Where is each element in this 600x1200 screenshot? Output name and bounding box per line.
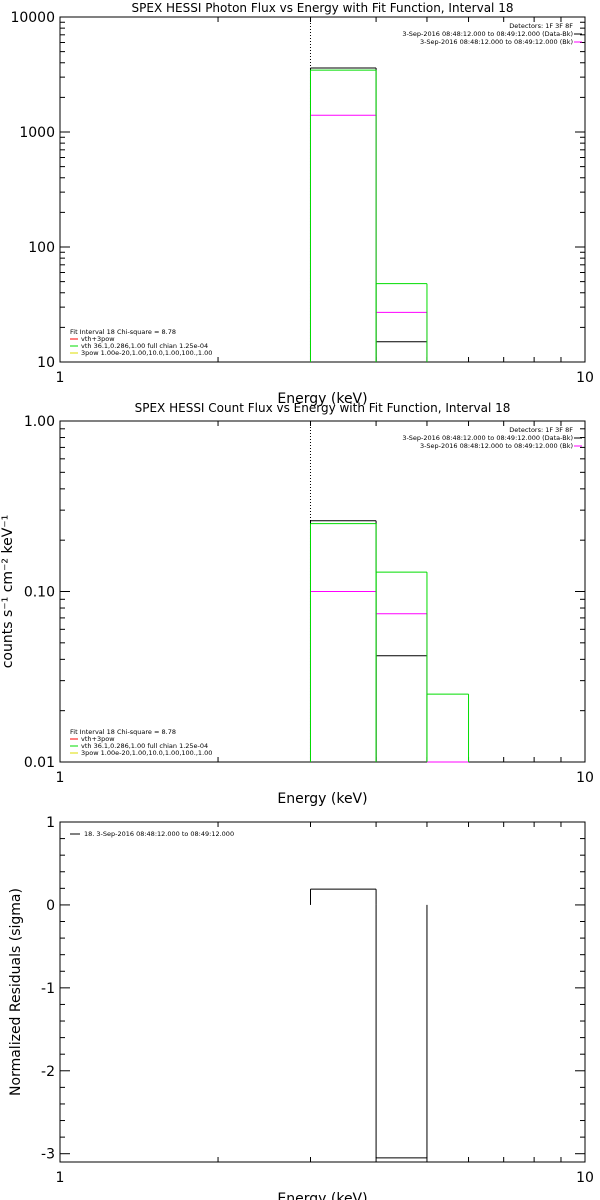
x-tick-label: 1 (56, 370, 65, 386)
legend-bottom-entry: Fit Interval 18 Chi-square = 8.78 (70, 328, 176, 336)
legend-bottom-entry: vth+3pow (81, 735, 115, 743)
x-tick-label: 10 (576, 770, 594, 786)
x-tick-label: 10 (576, 1170, 594, 1186)
legend-top-entry: 3-Sep-2016 08:48:12.000 to 08:49:12.000 … (402, 434, 573, 442)
y-tick-label: 0 (46, 898, 55, 914)
legend-bottom-entry: 3pow 1.00e-20,1.00,10.0,1.00,100.,1.00 (81, 349, 212, 357)
legend-top-entry: Detectors: 1F 3F 8F (509, 426, 573, 434)
y-tick-label: 100 (28, 240, 55, 256)
plot-frame (59, 16, 586, 363)
legend-top-entry: Detectors: 1F 3F 8F (509, 22, 573, 30)
y-tick-label: 0.01 (24, 755, 55, 771)
chart-title: SPEX HESSI Photon Flux vs Energy with Fi… (132, 1, 514, 15)
x-axis-label: Energy (keV) (277, 791, 367, 807)
legend-bottom-entry: vth+3pow (81, 335, 115, 343)
legend-bottom-entry: vth 36.1,0.286,1.00 full chian 1.25e-04 (81, 742, 208, 750)
legend-top-entry: 3-Sep-2016 08:48:12.000 to 08:49:12.000 … (402, 30, 573, 38)
y-axis-label: Normalized Residuals (sigma) (8, 888, 24, 1096)
y-tick-label: 10000 (10, 10, 55, 26)
legend-bottom-entry: Fit Interval 18 Chi-square = 8.78 (70, 728, 176, 736)
legend-top-entry: 3-Sep-2016 08:48:12.000 to 08:49:12.000 … (420, 442, 573, 450)
plot-frame (59, 821, 586, 1163)
y-tick-label: 1 (46, 815, 55, 831)
x-axis-label: Energy (keV) (277, 391, 367, 407)
y-tick-label: -1 (41, 981, 55, 997)
x-tick-label: 1 (56, 1170, 65, 1186)
photon-flux-panel: SPEX HESSI Photon Flux vs Energy with Fi… (10, 1, 593, 407)
residuals-panel: 1 10 Energy (keV) -3 -2 -1 0 1 Normalized Residu… (8, 815, 594, 1200)
legend-entry: 18. 3-Sep-2016 08:48:12.000 to 08:49:12.… (84, 830, 234, 838)
chart-title: SPEX HESSI Count Flux vs Energy with Fit… (135, 401, 511, 415)
y-axis-label: counts s⁻¹ cm⁻² keV⁻¹ (0, 515, 16, 669)
legend-bottom-entry: 3pow 1.00e-20,1.00,10.0,1.00,100.,1.00 (81, 749, 212, 757)
y-tick-label: -2 (41, 1064, 55, 1080)
x-axis-label: Energy (keV) (277, 1191, 367, 1200)
y-tick-label: 1000 (19, 125, 55, 141)
y-tick-label: -3 (41, 1147, 55, 1163)
y-tick-label: 0.10 (24, 585, 55, 601)
legend-top-entry: 3-Sep-2016 08:48:12.000 to 08:49:12.000 … (420, 38, 573, 46)
y-tick-label: 10 (37, 355, 55, 371)
y-tick-label: 1.00 (24, 414, 55, 430)
legend-bottom-entry: vth 36.1,0.286,1.00 full chian 1.25e-04 (81, 342, 208, 350)
count-flux-panel: SPEX HESSI Count Flux vs Energy with Fit… (0, 401, 594, 807)
x-tick-label: 1 (56, 770, 65, 786)
x-tick-label: 10 (576, 370, 594, 386)
